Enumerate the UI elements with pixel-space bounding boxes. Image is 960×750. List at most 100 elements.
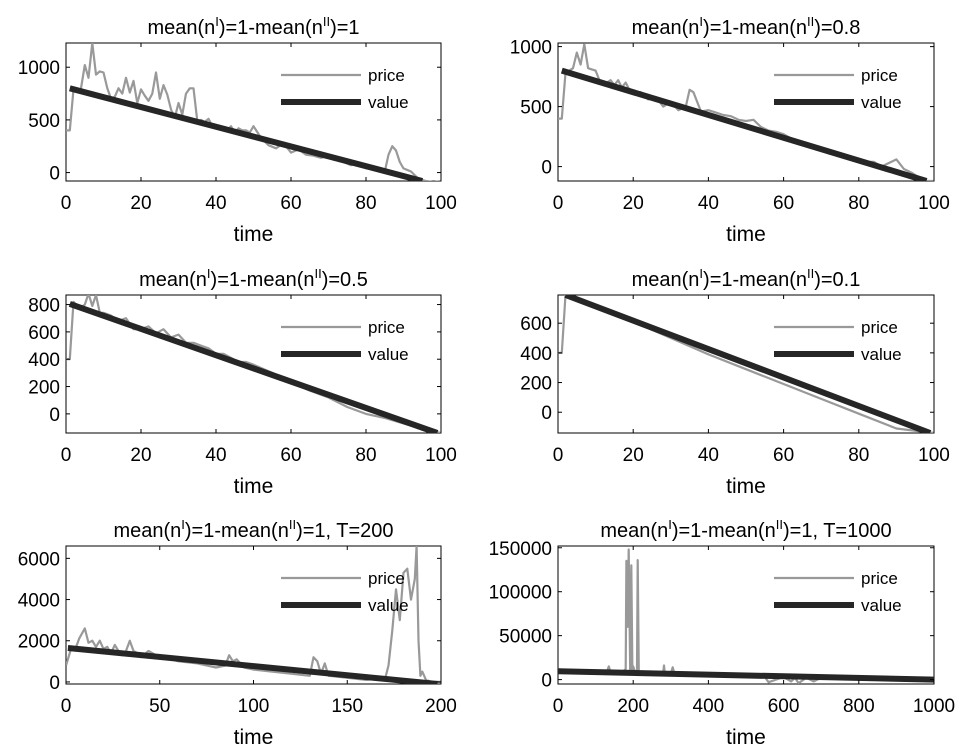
axes-box <box>557 294 935 434</box>
x-tick-label: 0 <box>553 193 564 214</box>
series-price-line <box>66 546 441 684</box>
legend-label-value: value <box>861 345 902 364</box>
y-tick-label: 2000 <box>18 632 60 653</box>
chart-panel-3: 0 20 40 60 80 100 0 200 400 600 800 time mean(nI)=1-… <box>28 266 457 498</box>
series-value-line <box>69 85 424 181</box>
x-axis-label: time <box>234 475 274 498</box>
chart-title: mean(nI)=1-mean(nII)=1, T=1000 <box>600 517 891 542</box>
y-tick-label: 50000 <box>499 627 552 648</box>
axes-box <box>557 42 935 182</box>
y-tick-label: 400 <box>520 344 552 365</box>
chart-panel-5: 0 50 100 150 2000200040006000timemean(nI)=1-… <box>18 517 457 749</box>
chart-title: mean(nI)=1-mean(nII)=0.1 <box>632 266 861 291</box>
x-tick-label: 0 <box>61 696 72 717</box>
x-tick-label: 80 <box>355 445 376 466</box>
y-tick-label: 200 <box>520 374 552 395</box>
y-tick-label: 4000 <box>18 591 60 612</box>
x-tick-label: 60 <box>773 193 794 214</box>
chart-title: mean(nI)=1-mean(nII)=0.5 <box>139 266 368 291</box>
x-tick-label: 100 <box>425 445 457 466</box>
x-tick-label: 0 <box>61 445 72 466</box>
legend-label-value: value <box>861 93 902 112</box>
legend-label-price: price <box>861 569 898 588</box>
x-tick-label: 800 <box>843 696 875 717</box>
x-tick-label: 200 <box>425 696 457 717</box>
series-value-line <box>560 67 928 181</box>
series-value-line <box>558 668 934 683</box>
x-tick-label: 40 <box>698 445 719 466</box>
y-tick-label: 0 <box>541 158 552 179</box>
x-tick-label: 200 <box>617 696 649 717</box>
axes-box <box>65 42 442 182</box>
axes-box <box>557 545 935 685</box>
axes-box <box>65 294 442 434</box>
chart-panel-4: 0 20 40 60 80 100 0 200 400 600 time mean(nI)=1-mea… <box>520 266 950 498</box>
x-tick-label: 50 <box>149 696 170 717</box>
y-tick-label: 600 <box>28 323 60 344</box>
legend-label-price: price <box>368 66 405 85</box>
y-tick-label: 0 <box>49 405 60 426</box>
x-tick-label: 40 <box>205 445 226 466</box>
x-tick-label: 80 <box>848 445 869 466</box>
y-tick-label: 6000 <box>18 549 60 570</box>
x-tick-label: 100 <box>918 193 950 214</box>
y-tick-label: 0 <box>49 673 60 694</box>
x-axis-label: time <box>726 726 766 749</box>
x-tick-label: 80 <box>848 193 869 214</box>
legend-label-value: value <box>368 596 409 615</box>
x-axis-label: time <box>234 726 274 749</box>
y-tick-label: 150000 <box>489 539 552 560</box>
y-tick-label: 800 <box>28 296 60 317</box>
y-tick-label: 100000 <box>489 583 552 604</box>
x-axis-label: time <box>726 475 766 498</box>
x-axis-label: time <box>234 223 274 246</box>
legend-label-value: value <box>861 596 902 615</box>
series-price-line <box>558 43 934 181</box>
x-tick-label: 20 <box>623 193 644 214</box>
x-tick-label: 60 <box>280 193 301 214</box>
x-tick-label: 20 <box>130 193 151 214</box>
x-tick-label: 100 <box>238 696 270 717</box>
x-axis-label: time <box>726 223 766 246</box>
y-tick-label: 1000 <box>510 38 552 59</box>
legend-label-price: price <box>861 66 898 85</box>
y-tick-label: 0 <box>541 671 552 692</box>
y-tick-label: 0 <box>49 164 60 185</box>
y-tick-label: 500 <box>520 98 552 119</box>
x-tick-label: 100 <box>425 193 457 214</box>
legend-label-value: value <box>368 93 409 112</box>
x-tick-label: 40 <box>698 193 719 214</box>
legend-label-value: value <box>368 345 409 364</box>
series-value-line <box>67 645 438 684</box>
chart-title: mean(nI)=1-mean(nII)=1 <box>147 14 359 39</box>
y-tick-label: 1000 <box>18 58 60 79</box>
y-tick-label: 200 <box>28 378 60 399</box>
x-tick-label: 40 <box>205 193 226 214</box>
x-tick-label: 20 <box>130 445 151 466</box>
x-tick-label: 60 <box>280 445 301 466</box>
y-tick-label: 0 <box>541 403 552 424</box>
x-tick-label: 0 <box>61 193 72 214</box>
chart-panel-2: 0 20 40 60 80 10005001000timemean(nI)=1-mean(… <box>510 14 950 246</box>
x-tick-label: 100 <box>918 445 950 466</box>
legend-label-price: price <box>861 318 898 337</box>
chart-panel-6: 0 200 400 600 800 1000 0 50000 100000 150000 time m… <box>489 517 956 749</box>
x-tick-label: 1000 <box>913 696 955 717</box>
y-tick-label: 600 <box>520 314 552 335</box>
x-tick-label: 0 <box>553 445 564 466</box>
series-value-line <box>68 301 439 433</box>
chart-panel-1: 0 20 40 60 80 10005001000timemean(nI)=1-mean(… <box>18 14 457 246</box>
legend-label-price: price <box>368 569 405 588</box>
x-tick-label: 0 <box>553 696 564 717</box>
series-value-line <box>564 295 932 433</box>
legend-label-price: price <box>368 318 405 337</box>
x-tick-label: 150 <box>331 696 363 717</box>
chart-title: mean(nI)=1-mean(nII)=1, T=200 <box>113 517 393 542</box>
y-tick-label: 500 <box>28 111 60 132</box>
series-price-line <box>66 43 441 181</box>
x-tick-label: 80 <box>355 193 376 214</box>
x-tick-label: 20 <box>623 445 644 466</box>
x-tick-label: 400 <box>693 696 725 717</box>
